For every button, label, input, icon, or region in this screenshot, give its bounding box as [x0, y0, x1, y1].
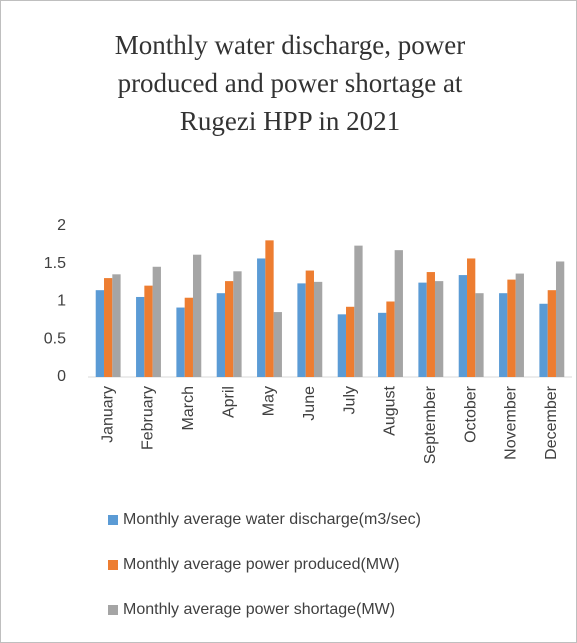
bar: [265, 240, 274, 377]
bar: [152, 266, 161, 377]
legend-label: Monthly average power shortage(MW): [123, 601, 395, 618]
x-tick-label: September: [422, 385, 439, 464]
bar: [394, 250, 403, 377]
bar: [499, 293, 508, 377]
bar: [257, 258, 266, 377]
bar: [184, 297, 193, 377]
x-tick-label: February: [140, 386, 157, 450]
bar: [192, 254, 202, 377]
bar: [354, 245, 363, 377]
bar: [297, 283, 306, 377]
bar: [233, 271, 242, 377]
x-tick-label: March: [180, 386, 197, 430]
chart-title: Monthly water discharge, power produced a…: [115, 30, 465, 136]
bar: [337, 314, 347, 377]
bar: [225, 281, 234, 377]
bar: [378, 312, 387, 377]
x-tick-label: November: [503, 385, 520, 459]
x-tick-label: June: [301, 386, 318, 421]
bar: [515, 273, 524, 377]
y-tick-label: 1.5: [44, 255, 66, 272]
x-tick-label: October: [462, 385, 479, 443]
x-tick-label: July: [341, 386, 358, 414]
bar: [458, 275, 468, 377]
bar: [547, 290, 556, 377]
bar: [176, 307, 185, 377]
bar: [426, 272, 435, 377]
bar: [136, 296, 145, 377]
bar: [434, 281, 444, 377]
x-tick-label: April: [220, 386, 237, 418]
bar: [305, 270, 314, 377]
x-tick-label: December: [543, 385, 560, 459]
bar: [112, 274, 121, 377]
legend-label: Monthly average water discharge(m3/sec): [123, 511, 421, 528]
legend-swatch: [108, 605, 118, 615]
bar: [555, 261, 565, 377]
bar: [95, 290, 105, 377]
y-tick-label: 0.5: [44, 330, 66, 347]
x-tick-label: January: [99, 386, 116, 443]
bar: [273, 312, 282, 377]
bar: [313, 281, 323, 377]
x-tick-label: May: [261, 386, 278, 416]
bar: [386, 301, 395, 377]
y-tick-label: 1: [57, 293, 66, 310]
bar: [216, 293, 226, 377]
bar: [418, 282, 427, 377]
bar: [144, 285, 153, 377]
legend-swatch: [108, 560, 118, 570]
bar: [346, 306, 355, 377]
y-tick-label: 0: [57, 368, 66, 385]
legend-swatch: [108, 515, 118, 525]
bar: [507, 279, 516, 377]
bar: [467, 258, 476, 377]
bar: [104, 278, 113, 377]
x-tick-label: August: [382, 385, 399, 435]
legend-label: Monthly average power produced(MW): [123, 556, 400, 573]
bar: [475, 293, 484, 377]
bar: [539, 303, 548, 377]
y-tick-label: 2: [57, 217, 66, 234]
